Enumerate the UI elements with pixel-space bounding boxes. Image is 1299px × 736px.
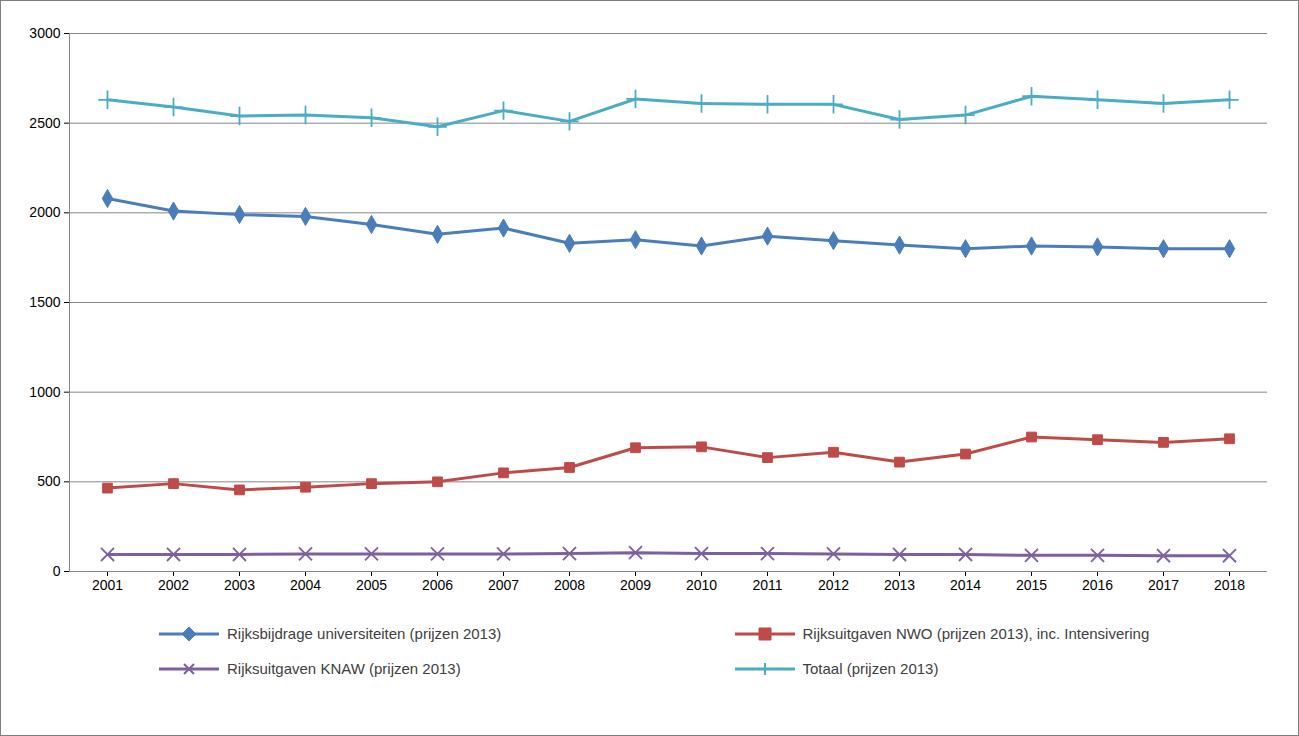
svg-text:2004: 2004 [290, 577, 321, 593]
html-text:Rijksuitgaven NWO (prijzen 201: Rijksuitgaven NWO (prijzen 2013), inc. I… [802, 625, 1150, 642]
svg-text:2003: 2003 [224, 577, 255, 593]
svg-text:2013: 2013 [884, 577, 915, 593]
svg-text:2002: 2002 [158, 577, 189, 593]
svg-text:0: 0 [53, 563, 61, 579]
html-text:Rijksuitgaven KNAW (prijzen 20: Rijksuitgaven KNAW (prijzen 2013) [227, 660, 461, 677]
svg-text:2010: 2010 [686, 577, 717, 593]
svg-text:2006: 2006 [422, 577, 453, 593]
svg-text:2012: 2012 [818, 577, 849, 593]
svg-text:2011: 2011 [752, 577, 782, 593]
svg-text:2005: 2005 [356, 577, 387, 593]
html-text:Totaal (prijzen 2013): Totaal (prijzen 2013) [802, 660, 939, 677]
svg-text:2001: 2001 [92, 577, 123, 593]
svg-text:2014: 2014 [950, 577, 981, 593]
svg-text:3000: 3000 [29, 25, 60, 41]
svg-text:2018: 2018 [1214, 577, 1245, 593]
svg-text:2008: 2008 [554, 577, 585, 593]
svg-text:2016: 2016 [1082, 577, 1113, 593]
svg-text:1500: 1500 [29, 294, 60, 310]
svg-text:2000: 2000 [29, 204, 60, 220]
svg-text:2017: 2017 [1148, 577, 1179, 593]
svg-text:2009: 2009 [620, 577, 651, 593]
svg-text:2007: 2007 [488, 577, 519, 593]
svg-text:1000: 1000 [29, 384, 60, 400]
html-text:Rijksbijdrage universiteiten (: Rijksbijdrage universiteiten (prijzen 20… [227, 625, 502, 642]
svg-text:2015: 2015 [1016, 577, 1047, 593]
svg-text:500: 500 [37, 473, 61, 489]
svg-text:2500: 2500 [29, 115, 60, 131]
